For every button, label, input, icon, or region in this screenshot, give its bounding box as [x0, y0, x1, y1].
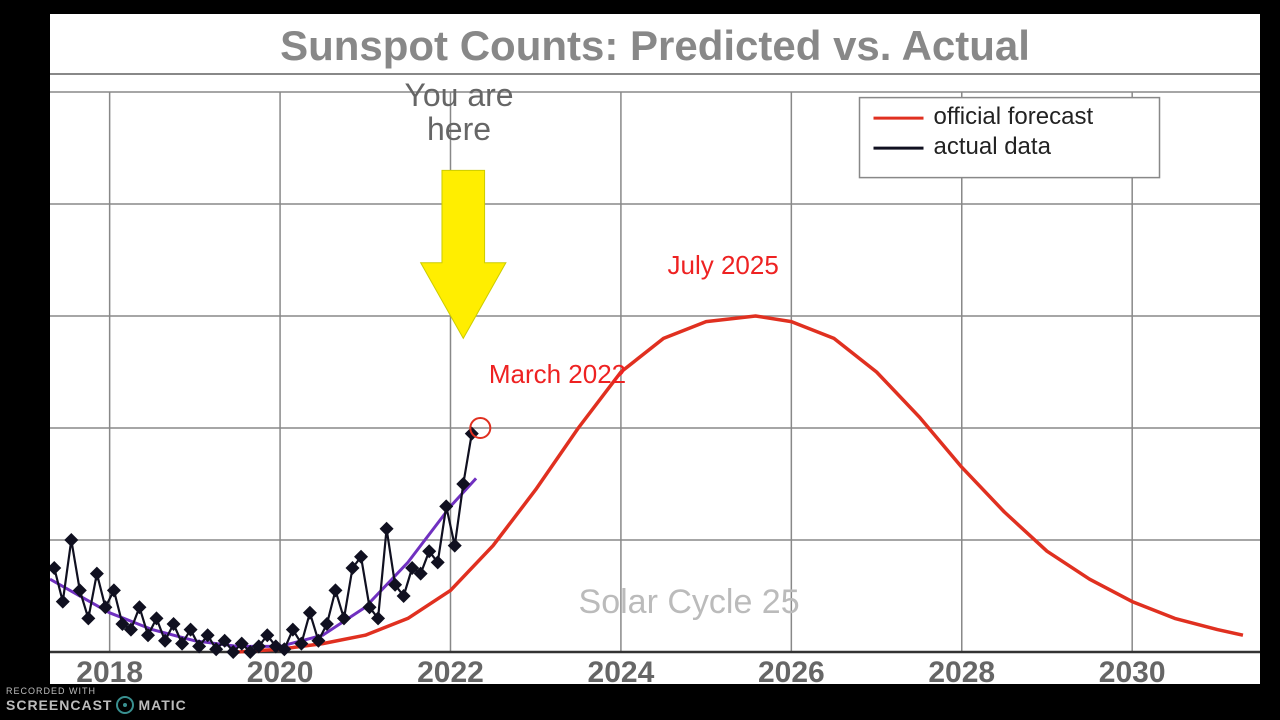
svg-text:actual data: actual data [934, 133, 1052, 160]
svg-text:2030: 2030 [1099, 656, 1166, 684]
svg-text:2018: 2018 [76, 656, 143, 684]
svg-text:2026: 2026 [758, 656, 825, 684]
svg-text:2024: 2024 [588, 656, 655, 684]
svg-text:2020: 2020 [247, 656, 314, 684]
watermark-dot-icon [116, 696, 134, 714]
chart-svg: Sunspot Counts: Predicted vs. Actual 2018… [50, 14, 1260, 684]
watermark: RECORDED WITH SCREENCAST MATIC [6, 686, 187, 714]
svg-text:official forecast: official forecast [934, 103, 1094, 130]
svg-text:July 2025: July 2025 [668, 250, 779, 280]
svg-text:here: here [427, 111, 491, 147]
chart-container: Sunspot Counts: Predicted vs. Actual 2018… [50, 14, 1260, 684]
svg-text:You are: You are [404, 77, 513, 113]
svg-text:2028: 2028 [928, 656, 995, 684]
watermark-brand-2: MATIC [138, 697, 186, 713]
svg-text:2022: 2022 [417, 656, 484, 684]
watermark-brand-1: SCREENCAST [6, 697, 112, 713]
svg-text:Sunspot Counts: Predicted vs.: Sunspot Counts: Predicted vs. Actual [280, 22, 1030, 69]
svg-text:Solar Cycle 25: Solar Cycle 25 [579, 583, 800, 621]
watermark-recorded: RECORDED WITH [6, 686, 187, 696]
svg-text:March 2022: March 2022 [489, 359, 626, 389]
stage: { "chart": { "type": "line", "title": "S… [0, 0, 1280, 720]
